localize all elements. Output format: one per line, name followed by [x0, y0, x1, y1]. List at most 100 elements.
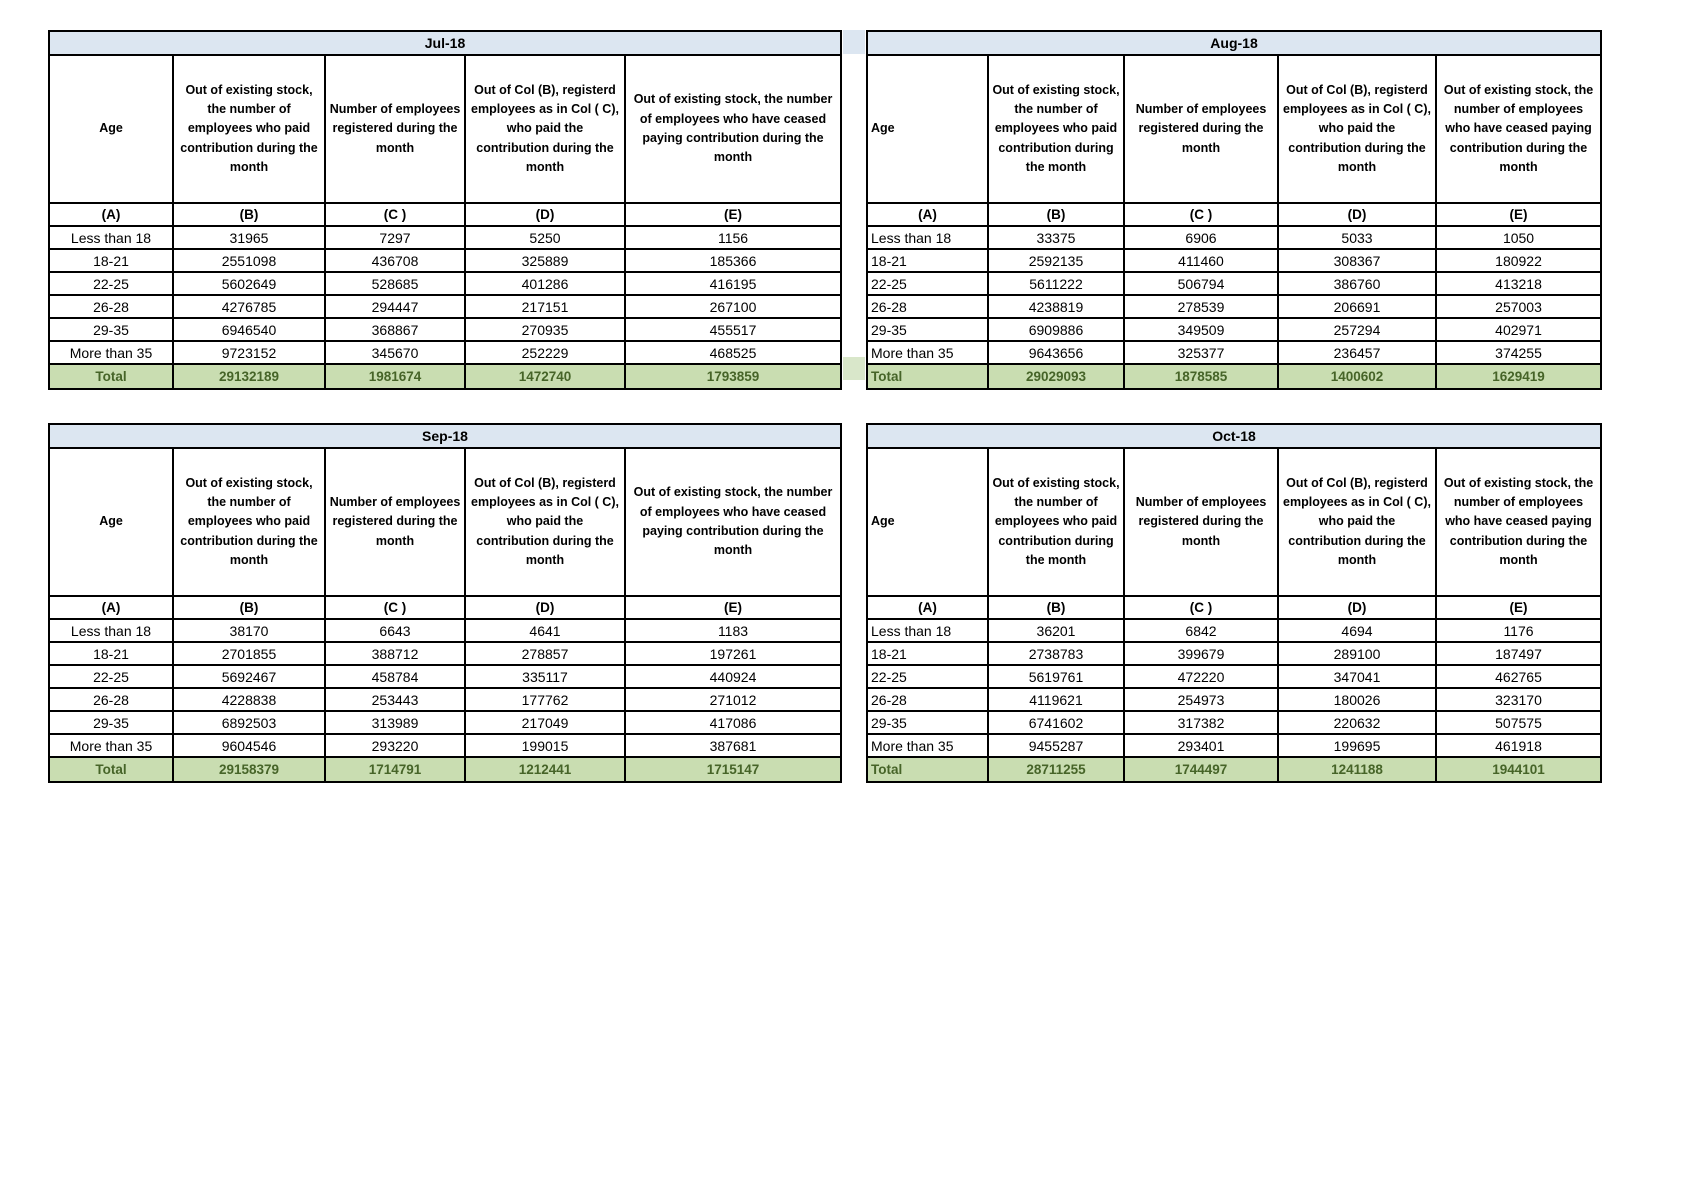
data-cell: 187497 [1435, 641, 1602, 666]
data-cell: 402971 [1434, 317, 1603, 342]
age-group-cell: 26-28 [866, 687, 989, 712]
data-cell: 38170 [172, 618, 326, 643]
column-letter: (A) [866, 202, 989, 227]
table-row: 22-25 5611222 506794 386760 413218 [866, 271, 1603, 296]
column-header-b: Out of existing stock, the number of emp… [987, 447, 1125, 597]
table-row: Less than 18 38170 6643 4641 1183 [48, 618, 842, 643]
age-group-cell: 22-25 [866, 271, 989, 296]
total-value-cell: 29132189 [172, 363, 326, 390]
data-cell: 177762 [464, 687, 626, 712]
data-cell: 387681 [624, 733, 842, 758]
data-cell: 5619761 [987, 664, 1125, 689]
data-cell: 270935 [464, 317, 626, 342]
data-cell: 271012 [624, 687, 842, 712]
age-column-header: Age [48, 54, 174, 204]
column-letter: (C ) [324, 202, 466, 227]
age-group-cell: Less than 18 [866, 618, 989, 643]
month-table: Sep-18 Age Out of existing stock, the numb… [48, 423, 842, 783]
table-oct-18: Oct-18 Age Out of existing stock, the numb… [866, 423, 1602, 783]
age-column-header: Age [866, 54, 989, 204]
age-group-cell: 22-25 [48, 664, 174, 689]
column-letter: (D) [464, 202, 626, 227]
data-cell: 4276785 [172, 294, 326, 319]
data-cell: 5033 [1277, 225, 1437, 250]
column-letter: (E) [1435, 595, 1602, 620]
column-letter: (E) [1434, 202, 1603, 227]
table-row: 18-21 2551098 436708 325889 185366 [48, 248, 843, 273]
data-cell: 401286 [464, 271, 626, 296]
data-cell: 416195 [623, 271, 843, 296]
data-cell: 185366 [623, 248, 843, 273]
table-row: 29-35 6909886 349509 257294 402971 [866, 317, 1603, 342]
column-header-c: Number of employees registered during th… [1123, 54, 1279, 204]
total-value-cell: 1714791 [324, 756, 466, 783]
data-cell: 386760 [1277, 271, 1437, 296]
column-letter: (C ) [1123, 202, 1279, 227]
data-cell: 7297 [324, 225, 466, 250]
data-cell: 5602649 [172, 271, 326, 296]
total-label-cell: Total [48, 363, 174, 390]
total-row: Total 29029093 1878585 1400602 1629419 [866, 363, 1603, 390]
gap-total-fill [843, 357, 865, 380]
age-group-cell: 29-35 [866, 317, 989, 342]
data-cell: 5250 [464, 225, 626, 250]
table-row: 22-25 5619761 472220 347041 462765 [866, 664, 1602, 689]
table-row: 22-25 5692467 458784 335117 440924 [48, 664, 842, 689]
table-row: Less than 18 36201 6842 4694 1176 [866, 618, 1602, 643]
data-cell: 217151 [464, 294, 626, 319]
column-letter: (D) [1277, 202, 1437, 227]
age-group-cell: Less than 18 [48, 618, 174, 643]
data-cell: 349509 [1123, 317, 1279, 342]
data-cell: 33375 [987, 225, 1125, 250]
data-cell: 293401 [1123, 733, 1279, 758]
column-header-d: Out of Col (B), registerd employees as i… [464, 447, 626, 597]
age-column-header: Age [48, 447, 174, 597]
column-letter: (E) [624, 595, 842, 620]
data-cell: 6906 [1123, 225, 1279, 250]
data-cell: 4238819 [987, 294, 1125, 319]
data-cell: 236457 [1277, 340, 1437, 365]
data-cell: 1183 [624, 618, 842, 643]
data-cell: 5611222 [987, 271, 1125, 296]
data-cell: 313989 [324, 710, 466, 735]
data-cell: 253443 [324, 687, 466, 712]
data-cell: 6909886 [987, 317, 1125, 342]
age-group-cell: 29-35 [48, 317, 174, 342]
data-cell: 472220 [1123, 664, 1279, 689]
age-group-cell: More than 35 [866, 733, 989, 758]
total-label-cell: Total [48, 756, 174, 783]
data-cell: 6842 [1123, 618, 1279, 643]
table-row: 18-21 2701855 388712 278857 197261 [48, 641, 842, 666]
column-header-d: Out of Col (B), registerd employees as i… [1277, 54, 1437, 204]
age-group-cell: Less than 18 [866, 225, 989, 250]
table-row: 29-35 6946540 368867 270935 455517 [48, 317, 843, 342]
data-cell: 257294 [1277, 317, 1437, 342]
table-row: 18-21 2592135 411460 308367 180922 [866, 248, 1603, 273]
column-letter: (D) [1277, 595, 1437, 620]
data-cell: 335117 [464, 664, 626, 689]
total-value-cell: 1241188 [1277, 756, 1437, 783]
data-cell: 9723152 [172, 340, 326, 365]
data-cell: 2551098 [172, 248, 326, 273]
data-cell: 323170 [1435, 687, 1602, 712]
month-table: Aug-18 Age Out of existing stock, the numb… [865, 30, 1603, 390]
data-cell: 1156 [623, 225, 843, 250]
age-group-cell: 18-21 [48, 248, 174, 273]
total-value-cell: 1878585 [1123, 363, 1279, 390]
data-cell: 217049 [464, 710, 626, 735]
data-cell: 257003 [1434, 294, 1603, 319]
data-cell: 1050 [1434, 225, 1603, 250]
data-cell: 2701855 [172, 641, 326, 666]
age-group-cell: More than 35 [48, 733, 174, 758]
month-table: Oct-18 Age Out of existing stock, the numb… [866, 423, 1602, 783]
data-cell: 506794 [1123, 271, 1279, 296]
gap-title-fill [843, 30, 865, 54]
table-row: 18-21 2738783 399679 289100 187497 [866, 641, 1602, 666]
table-row: 26-28 4119621 254973 180026 323170 [866, 687, 1602, 712]
total-row: Total 29132189 1981674 1472740 1793859 [48, 363, 843, 390]
month-table: Jul-18 Age Out of existing stock, the numb… [47, 30, 843, 390]
data-cell: 6741602 [987, 710, 1125, 735]
data-cell: 417086 [624, 710, 842, 735]
data-cell: 180922 [1434, 248, 1603, 273]
month-title: Sep-18 [48, 423, 842, 449]
